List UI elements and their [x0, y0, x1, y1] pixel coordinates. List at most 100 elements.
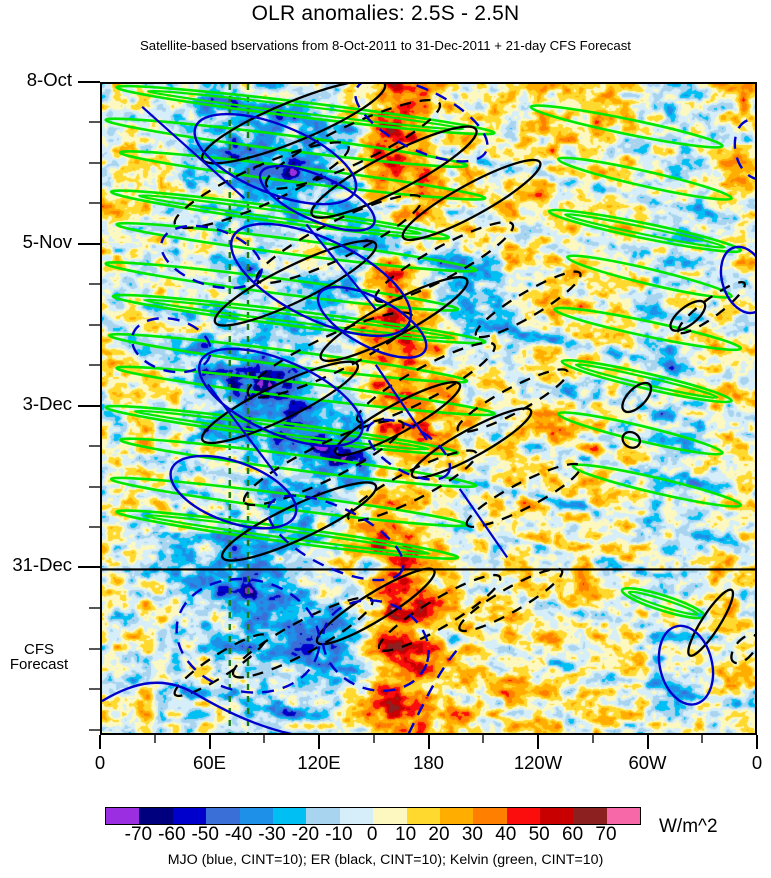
mjo-contour-solid [169, 454, 298, 530]
colorbar-tick-label: 10 [395, 824, 417, 845]
kelvin-wave-contour [556, 411, 724, 456]
er-wave-contour-solid [621, 381, 653, 414]
kelvin-wave-contour [556, 156, 733, 201]
cfs-forecast-label-line2: Forecast [9, 656, 69, 674]
y-axis-tick-minor [89, 485, 100, 488]
x-axis-tick-major [318, 735, 320, 749]
er-wave-contour-solid [220, 481, 378, 562]
er-wave-contour-dashed [246, 311, 414, 399]
x-axis-tick-major [427, 735, 430, 749]
colorbar-swatch [540, 808, 574, 824]
kelvin-wave-contour [104, 261, 460, 312]
y-axis-tick-minor [89, 121, 100, 124]
er-wave-contour-dashed [355, 341, 496, 424]
colorbar-tick-label: 0 [366, 824, 378, 845]
mjo-contour-solid [305, 223, 377, 310]
y-axis-tick-major [78, 566, 100, 569]
kelvin-wave-contour [529, 104, 724, 149]
y-axis-tick-minor [89, 526, 100, 529]
x-axis-tick-minor [263, 735, 266, 743]
kelvin-wave-contour [118, 437, 478, 489]
mjo-contour-dashed [407, 646, 461, 733]
er-wave-contour-dashed [377, 573, 502, 652]
x-axis-tick-major [99, 735, 101, 749]
x-axis-tick-minor [153, 735, 156, 743]
chart-subtitle: Satellite-based bservations from 8-Oct-2… [140, 38, 631, 53]
colorbar-swatch [272, 808, 307, 824]
er-wave-contour-solid [687, 588, 735, 657]
mjo-contour-dashed [354, 84, 489, 163]
x-axis-label-120w: 120W [513, 752, 563, 773]
colorbar-tick-label: -50 [191, 824, 219, 845]
er-wave-contour-solid [310, 125, 478, 219]
colorbar-tick-label: 20 [428, 824, 450, 845]
colorbar-swatch [206, 808, 240, 824]
kelvin-wave-contour [620, 586, 706, 620]
kelvin-wave-contour [553, 306, 743, 352]
colorbar-swatch [339, 808, 374, 824]
er-wave-contour-solid [319, 276, 469, 363]
colorbar-tick-label: 30 [461, 824, 483, 845]
er-wave-contour-solid [315, 567, 436, 646]
hovmoller-plot-area [100, 82, 757, 735]
kelvin-wave-contour-inner [133, 409, 430, 451]
olr-anomaly-shading [102, 84, 755, 733]
er-wave-contour-dashed [374, 220, 515, 304]
x-axis-tick-minor [701, 735, 704, 743]
er-wave-contour-dashed [242, 419, 405, 507]
kelvin-wave-contour [566, 254, 733, 299]
mjo-contour-solid [141, 106, 246, 200]
colorbar-swatch [406, 808, 440, 824]
colorbar-swatch [473, 808, 507, 824]
kelvin-wave-contour [104, 117, 469, 169]
y-axis-tick-major [78, 242, 100, 245]
mjo-contour-dashed [733, 118, 755, 181]
er-wave-contour-solid [669, 299, 707, 332]
y-axis-tick-minor [89, 364, 100, 367]
mjo-contour-solid [316, 285, 428, 359]
cfs-forecast-label-line1: CFS [24, 640, 54, 658]
kelvin-wave-contour-inner [146, 89, 464, 131]
kelvin-wave-contour [111, 293, 487, 345]
y-axis-tick-minor [89, 607, 100, 610]
kelvin-wave-contour-inner [563, 213, 726, 249]
colorbar-tick-label: 40 [495, 824, 517, 845]
colorbar-swatch [606, 808, 641, 824]
colorbar-tick-label: 60 [562, 824, 584, 845]
kelvin-wave-contour-inner [143, 514, 431, 556]
kelvin-wave-contour [571, 463, 743, 508]
mjo-contour-solid [657, 624, 715, 706]
legend-footnote: MJO (blue, CINT=10); ER (black, CINT=10)… [167, 852, 604, 868]
er-wave-contour-dashed [173, 141, 350, 230]
mjo-contour-solid [458, 488, 509, 559]
y-axis-label-8-oct: 8-Oct [26, 69, 72, 90]
colorbar-tick-label: -20 [291, 824, 320, 845]
x-axis-label-60w: 60W [628, 752, 667, 773]
y-axis-tick-minor [89, 202, 100, 205]
er-wave-contour-dashed [474, 270, 582, 339]
kelvin-wave-contour [109, 189, 451, 240]
er-wave-contour-solid [334, 381, 462, 457]
y-axis-label-3-dec: 3-Dec [22, 392, 72, 414]
er-wave-contour-dashed [456, 368, 569, 434]
colorbar-tick-label: -10 [325, 824, 353, 845]
x-axis-tick-major [208, 735, 211, 749]
mjo-contour-solid [374, 364, 428, 441]
colorbar-tick-label: -60 [158, 824, 186, 845]
colorbar-swatch [506, 808, 541, 824]
mjo-contour-solid [197, 347, 364, 448]
colorbar-tick-label: -70 [124, 824, 153, 845]
mjo-contour-dashed [175, 577, 321, 694]
kelvin-wave-contour [107, 332, 469, 384]
kelvin-wave-contour-inner [574, 363, 719, 399]
er-wave-contour-solid [410, 407, 533, 480]
x-axis-label-60e: 60E [193, 752, 226, 773]
y-axis-label-5-nov: 5-Nov [22, 230, 72, 252]
y-axis-tick-minor [89, 161, 100, 164]
kelvin-wave-contour [547, 208, 743, 254]
kelvin-wave-contour [118, 150, 487, 201]
er-wave-contour-dashed [465, 462, 582, 529]
colorbar-swatch [439, 808, 474, 824]
colorbar-swatch [172, 808, 207, 824]
mjo-contour-solid [206, 383, 279, 477]
